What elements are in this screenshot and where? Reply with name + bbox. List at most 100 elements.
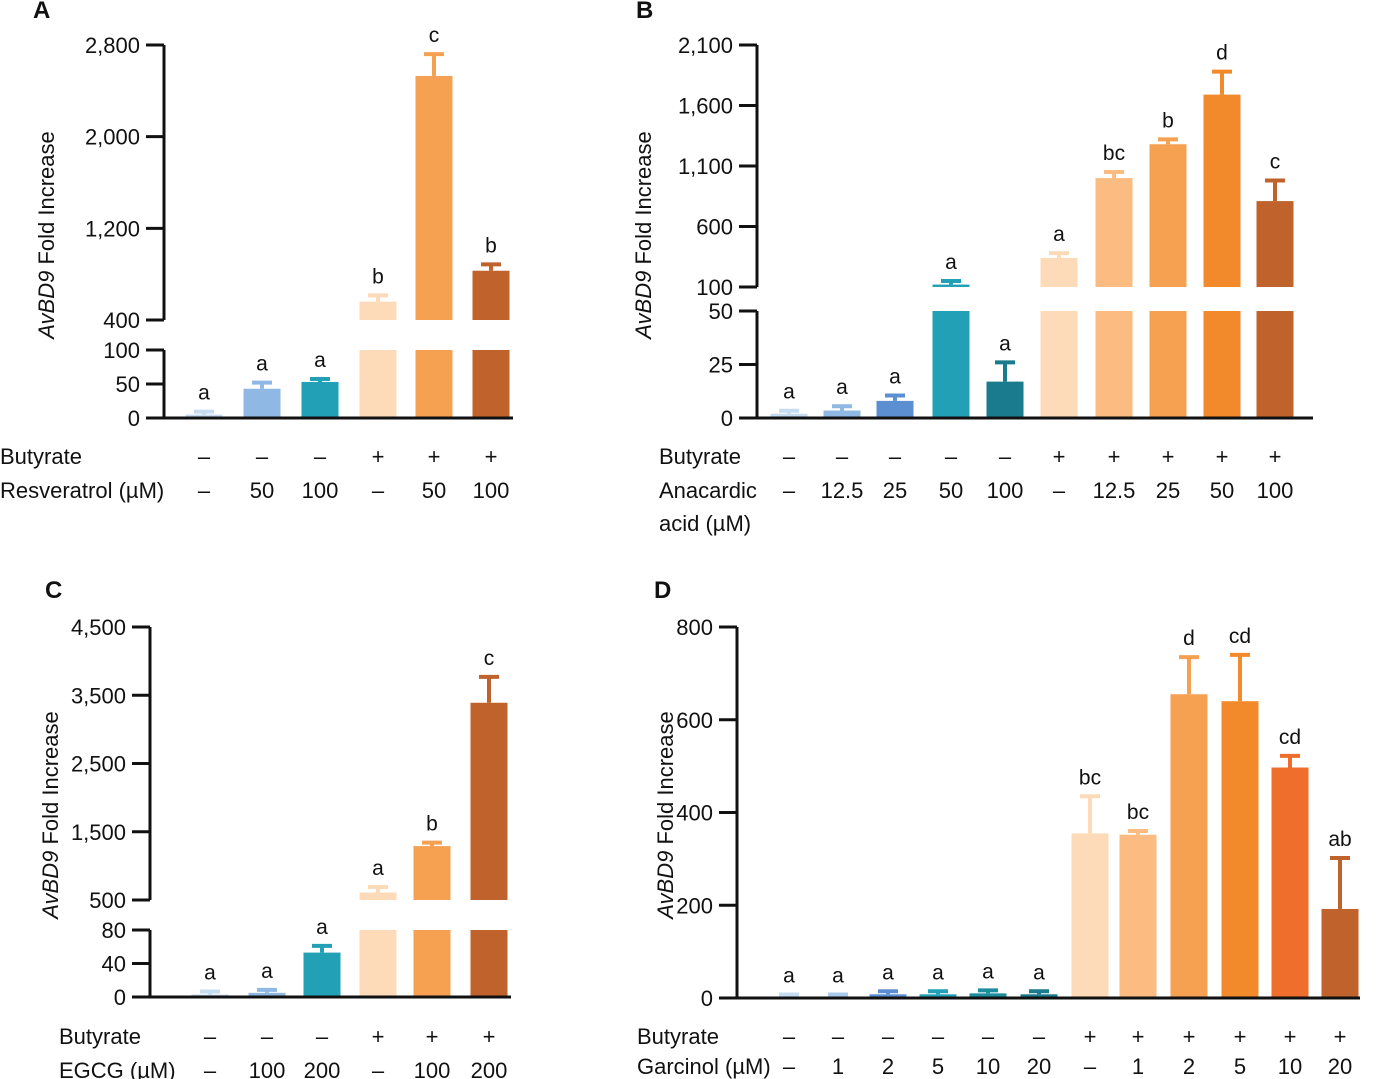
bar-group: b bbox=[359, 265, 397, 418]
significance-label: a bbox=[982, 960, 994, 983]
y-tick-label: 600 bbox=[696, 215, 733, 240]
y-tick-label: 40 bbox=[102, 952, 126, 977]
bar-group: b bbox=[413, 813, 451, 997]
bar-lower-segment bbox=[413, 930, 451, 997]
treatment-row-label: Garcinol (µM) bbox=[637, 1054, 771, 1079]
bar-group: bc bbox=[1119, 801, 1157, 998]
treatment-value: – bbox=[256, 444, 269, 469]
treatment-value: 200 bbox=[471, 1058, 508, 1079]
significance-label: a bbox=[932, 961, 944, 984]
treatment-value: + bbox=[1162, 444, 1175, 469]
significance-label: c bbox=[1270, 151, 1281, 174]
bar bbox=[823, 410, 861, 418]
y-tick-label: 400 bbox=[676, 801, 713, 826]
y-axis-title: AvBD9 Fold Increase bbox=[34, 131, 59, 340]
bar-lower-segment bbox=[1040, 311, 1078, 418]
bar bbox=[243, 388, 281, 418]
treatment-row-label: Butyrate bbox=[659, 444, 741, 469]
treatment-value: 100 bbox=[302, 478, 339, 503]
treatment-value: – bbox=[1053, 478, 1066, 503]
significance-label: a bbox=[261, 960, 273, 983]
significance-label: b bbox=[485, 234, 497, 257]
bar bbox=[869, 994, 907, 998]
y-tick-label: 1,600 bbox=[678, 94, 733, 119]
significance-label: a bbox=[999, 332, 1011, 355]
panel-d: D AvBD9 Fold Increase a a a a a a bc bc d cd cd ab 0 20… bbox=[637, 577, 1360, 1079]
significance-label: bc bbox=[1127, 801, 1149, 824]
treatment-value: – bbox=[261, 1024, 274, 1049]
y-tick-label: 0 bbox=[128, 406, 140, 431]
bar-lower-segment bbox=[359, 930, 397, 997]
bar-group: a bbox=[919, 961, 957, 998]
treatment-value: – bbox=[204, 1058, 217, 1079]
significance-label: a bbox=[836, 376, 848, 399]
treatment-value: 5 bbox=[932, 1054, 944, 1079]
bar bbox=[1271, 767, 1309, 998]
y-tick-label: 4,500 bbox=[71, 615, 126, 640]
y-tick-label: 25 bbox=[709, 353, 733, 378]
treatment-row-label: EGCG (µM) bbox=[59, 1058, 176, 1079]
bar bbox=[1040, 257, 1078, 287]
treatment-value: 10 bbox=[976, 1054, 1000, 1079]
treatment-row-label: Resveratrol (µM) bbox=[0, 478, 164, 503]
bar bbox=[359, 892, 397, 900]
significance-label: a bbox=[316, 916, 328, 939]
treatment-value: + bbox=[372, 444, 385, 469]
bar bbox=[1095, 178, 1133, 287]
treatment-value: – bbox=[372, 1058, 385, 1079]
treatment-value: – bbox=[204, 1024, 217, 1049]
bar-lower-segment bbox=[1203, 311, 1241, 418]
treatment-value: 1 bbox=[1132, 1054, 1144, 1079]
significance-label: b bbox=[1162, 109, 1174, 132]
significance-label: c bbox=[429, 24, 440, 47]
treatment-value: 50 bbox=[939, 478, 963, 503]
treatment-value: 100 bbox=[1257, 478, 1294, 503]
y-tick-label: 0 bbox=[701, 986, 713, 1011]
treatment-row-label-line2: acid (µM) bbox=[659, 511, 751, 536]
treatment-value: 100 bbox=[414, 1058, 451, 1079]
treatment-value: 50 bbox=[250, 478, 274, 503]
treatment-value: + bbox=[1053, 444, 1066, 469]
treatment-value: – bbox=[783, 444, 796, 469]
treatment-value: 25 bbox=[1156, 478, 1180, 503]
significance-label: b bbox=[372, 265, 384, 288]
bar-group: d bbox=[1203, 42, 1241, 418]
bar bbox=[969, 993, 1007, 998]
treatment-value: 2 bbox=[1183, 1054, 1195, 1079]
bar-group: c bbox=[415, 24, 453, 418]
significance-label: a bbox=[204, 961, 216, 984]
significance-label: a bbox=[945, 251, 957, 274]
bar-lower-segment bbox=[359, 350, 397, 418]
bar bbox=[1256, 201, 1294, 287]
bar bbox=[932, 284, 970, 287]
treatment-value: – bbox=[314, 444, 327, 469]
y-axis-title-rest: Fold Increase bbox=[34, 131, 59, 270]
significance-label: d bbox=[1216, 42, 1228, 65]
bar bbox=[1071, 833, 1109, 998]
y-axis-title-rest: Fold Increase bbox=[653, 711, 678, 850]
bar bbox=[1321, 908, 1359, 998]
significance-label: b bbox=[426, 813, 438, 836]
bar-group: bc bbox=[1071, 766, 1109, 998]
bar-group: a bbox=[243, 353, 281, 418]
treatment-value: – bbox=[783, 478, 796, 503]
treatment-value: – bbox=[999, 444, 1012, 469]
bar bbox=[303, 952, 341, 997]
treatment-value: – bbox=[1084, 1054, 1097, 1079]
bar-group: cd bbox=[1221, 625, 1259, 998]
bar bbox=[185, 414, 223, 418]
y-axis-title: AvBD9 Fold Increase bbox=[631, 131, 656, 340]
y-tick-label: 3,500 bbox=[71, 683, 126, 708]
y-tick-label: 100 bbox=[696, 275, 733, 300]
treatment-row-label: Butyrate bbox=[59, 1024, 141, 1049]
treatment-value: – bbox=[836, 444, 849, 469]
y-tick-label: 2,800 bbox=[85, 33, 140, 58]
treatment-value: 20 bbox=[1328, 1054, 1352, 1079]
bar-group: a bbox=[986, 332, 1024, 418]
bar-group: c bbox=[1256, 151, 1294, 418]
panel-a: A AvBD9 Fold Increase a a a b c b 0 50 100 400 1,200… bbox=[0, 0, 513, 503]
y-tick-label: 400 bbox=[103, 308, 140, 333]
panel-label: D bbox=[654, 577, 671, 604]
bar bbox=[301, 381, 339, 418]
